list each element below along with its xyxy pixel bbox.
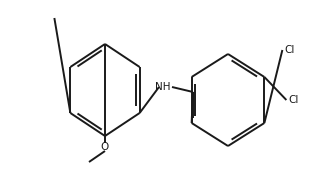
Text: NH: NH [155,82,171,92]
Text: Cl: Cl [284,45,295,55]
Text: O: O [101,142,109,152]
Text: Cl: Cl [288,95,299,105]
